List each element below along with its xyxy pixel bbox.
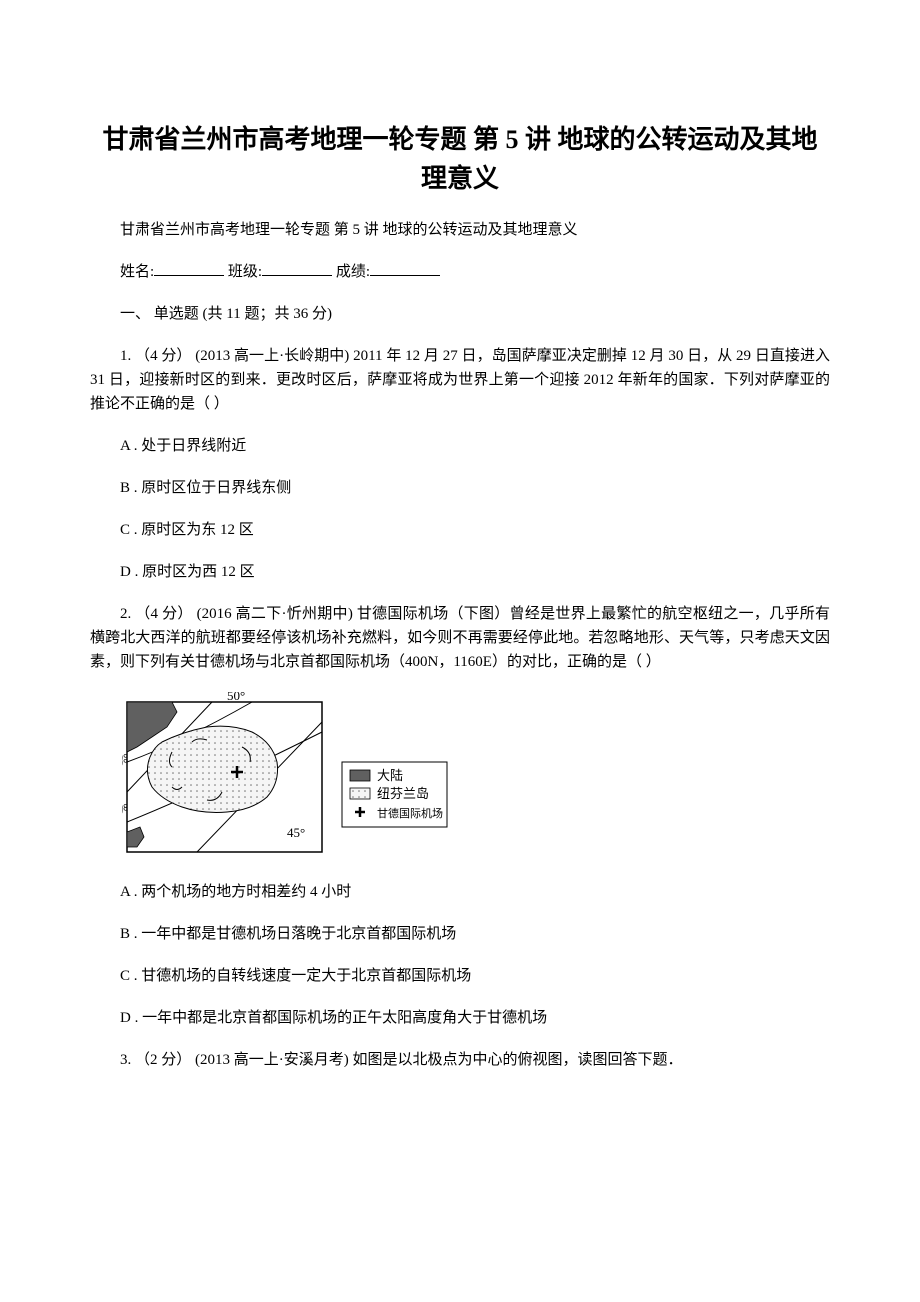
name-label: 姓名: xyxy=(120,264,154,280)
lon-45-label: 45° xyxy=(287,825,305,840)
page-title: 甘肃省兰州市高考地理一轮专题 第 5 讲 地球的公转运动及其地理意义 xyxy=(90,120,830,198)
name-blank[interactable] xyxy=(154,261,224,276)
form-line: 姓名: 班级: 成绩: xyxy=(90,260,830,284)
q1-option-a: A . 处于日界线附近 xyxy=(90,434,830,458)
q2-option-d: D . 一年中都是北京首都国际机场的正午太阳高度角大于甘德机场 xyxy=(90,1006,830,1030)
class-blank[interactable] xyxy=(262,261,332,276)
legend-mainland: 大陆 xyxy=(377,768,403,783)
legend-airport: 甘德国际机场 xyxy=(377,806,443,820)
question-1: 1. （4 分） (2013 高一上·长岭期中) 2011 年 12 月 27 … xyxy=(90,344,830,416)
section-header: 一、 单选题 (共 11 题；共 36 分) xyxy=(90,302,830,326)
score-label: 成绩: xyxy=(336,264,370,280)
q1-option-c: C . 原时区为东 12 区 xyxy=(90,518,830,542)
subtitle: 甘肃省兰州市高考地理一轮专题 第 5 讲 地球的公转运动及其地理意义 xyxy=(90,218,830,242)
question-2: 2. （4 分） (2016 高二下·忻州期中) 甘德国际机场（下图）曾经是世界… xyxy=(90,602,830,674)
q1-option-b: B . 原时区位于日界线东侧 xyxy=(90,476,830,500)
q2-option-b: B . 一年中都是甘德机场日落晚于北京首都国际机场 xyxy=(90,922,830,946)
legend-newfoundland: 纽芬兰岛 xyxy=(377,786,429,801)
svg-text:60°: 60° xyxy=(122,755,128,770)
lon-50-label: 50° xyxy=(227,692,245,703)
score-blank[interactable] xyxy=(370,261,440,276)
q2-option-a: A . 两个机场的地方时相差约 4 小时 xyxy=(90,880,830,904)
q2-option-c: C . 甘德机场的自转线速度一定大于北京首都国际机场 xyxy=(90,964,830,988)
map-figure: 50° 60° 50° 45° 60° 50° 大陆 纽芬兰岛 甘德国际机场 xyxy=(122,692,830,862)
class-label: 班级: xyxy=(228,264,262,280)
q1-option-d: D . 原时区为西 12 区 xyxy=(90,560,830,584)
question-3: 3. （2 分） (2013 高一上·安溪月考) 如图是以北极点为中心的俯视图，… xyxy=(90,1048,830,1072)
svg-text:50°: 50° xyxy=(122,803,128,818)
